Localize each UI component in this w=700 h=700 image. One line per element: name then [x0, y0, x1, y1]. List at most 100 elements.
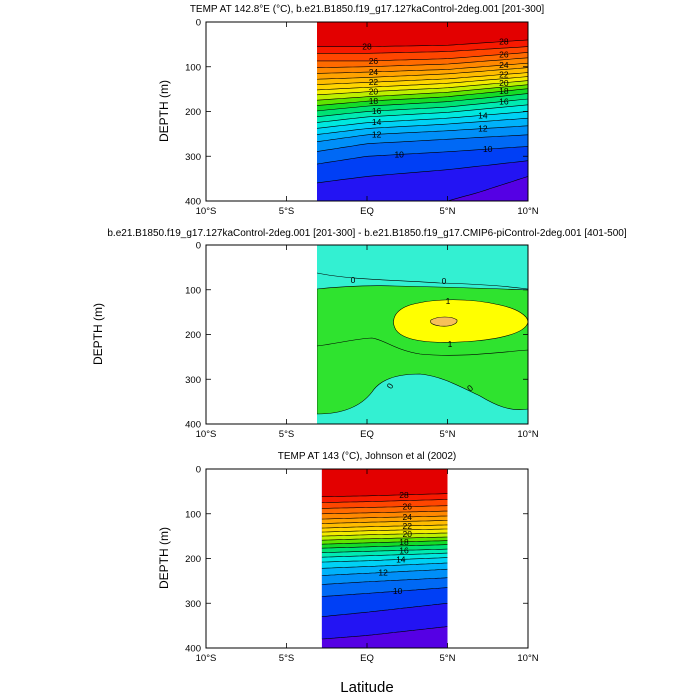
contour-line — [317, 80, 528, 96]
contour-line — [317, 72, 528, 85]
y-tick-label: 200 — [185, 330, 201, 341]
contour-line — [321, 587, 448, 597]
contour-band — [317, 111, 528, 135]
contour-line — [321, 544, 448, 549]
contour-line — [317, 160, 528, 184]
contour-line — [321, 493, 448, 497]
y-tick-label: 100 — [185, 509, 201, 520]
contour-line — [317, 146, 528, 165]
contour-band — [317, 39, 528, 54]
contour-label: 1 — [448, 339, 453, 349]
panel-3-title: TEMP AT 143 (°C), Johnson et al (2002) — [278, 451, 457, 462]
contour-label: 14 — [372, 117, 382, 127]
y-tick-label: 300 — [185, 599, 201, 610]
contour-line — [321, 505, 448, 509]
contour-line — [321, 528, 448, 533]
contour-band — [317, 125, 528, 152]
contour-line — [317, 117, 528, 135]
contour-line — [321, 515, 448, 520]
x-tick-label: 5°N — [440, 206, 456, 217]
contour-label: 24 — [369, 67, 379, 77]
contour-label: 18 — [499, 86, 509, 96]
x-tick-label: 10°S — [196, 653, 217, 664]
contour-label: 24 — [403, 512, 413, 522]
contour-band — [321, 516, 448, 524]
contour-band — [321, 529, 448, 537]
panel-1-axes: 10°S 5°S EQ 5°N 10°N 0 100 200 300 400 — [185, 18, 539, 218]
contour-label: 22 — [499, 69, 509, 79]
panel-2-contour-labels: 0 0 1 1 0 0 — [351, 275, 476, 393]
panel-3-axes: 10°S 5°S EQ 5°N 10°N 0 100 200 300 400 — [185, 465, 539, 665]
y-tick-label: 400 — [185, 644, 201, 655]
contour-band — [321, 544, 448, 553]
panel-3-ylabel: DEPTH (m) — [157, 527, 171, 589]
contour-label: 26 — [369, 56, 379, 66]
contour-label: 0 — [465, 382, 475, 393]
region-one-to-two — [393, 299, 528, 343]
x-tick-label: 5°S — [279, 429, 294, 440]
contour-band — [317, 118, 528, 142]
contour-line — [317, 67, 528, 80]
y-tick-label: 100 — [185, 285, 201, 296]
contour-line — [317, 111, 528, 129]
contour-line — [317, 52, 528, 62]
contour-label: 10 — [393, 586, 403, 596]
x-tick-label: 10°N — [517, 653, 538, 664]
contour-line — [317, 88, 528, 106]
panel-1-title: TEMP AT 142.8°E (°C), b.e21.B1850.f19_g1… — [190, 4, 545, 15]
contour-label: 10 — [483, 144, 493, 154]
contour-line — [321, 524, 448, 529]
x-tick-label: 5°S — [279, 653, 294, 664]
contour-label: 28 — [499, 37, 509, 47]
contour-line — [321, 520, 448, 524]
contour-line — [321, 557, 448, 563]
panel-2-ylabel: DEPTH (m) — [91, 303, 105, 365]
panel-2-title: b.e21.B1850.f19_g17.127kaControl-2deg.00… — [107, 228, 626, 239]
contour-line-zero — [317, 272, 528, 290]
contour-band — [321, 549, 448, 558]
contour-line — [317, 98, 528, 118]
contour-band — [317, 46, 528, 61]
contour-label: 12 — [478, 124, 488, 134]
contour-label: 28 — [362, 42, 372, 52]
y-tick-label: 100 — [185, 62, 201, 73]
contour-label: 12 — [378, 567, 388, 577]
contour-band — [321, 469, 448, 497]
contour-line — [317, 125, 528, 143]
y-tick-label: 0 — [196, 18, 201, 29]
region-above-two — [430, 316, 458, 327]
panel-1: 2826242220181614121028262422201816141210… — [157, 4, 544, 217]
contour-band — [317, 134, 528, 165]
contour-label: 1 — [446, 296, 451, 306]
contour-line-one-lower — [317, 337, 528, 356]
contour-label: 22 — [369, 77, 379, 87]
contour-band — [321, 577, 448, 597]
contour-band — [321, 533, 448, 541]
y-tick-label: 300 — [185, 375, 201, 386]
contour-band — [321, 537, 448, 545]
contour-band — [321, 563, 448, 576]
contour-line — [317, 57, 528, 68]
contour-label: 12 — [372, 129, 382, 139]
contour-label: 0 — [442, 276, 447, 286]
contour-line — [317, 76, 528, 91]
contour-band — [321, 553, 448, 563]
contour-line — [321, 603, 448, 617]
contour-line — [321, 532, 448, 537]
contour-label: 0 — [351, 275, 356, 285]
contour-line — [321, 577, 448, 585]
contour-line — [317, 93, 528, 112]
contour-label: 16 — [372, 106, 382, 116]
contour-band — [321, 603, 448, 639]
panel-1-contour-lines — [317, 39, 528, 201]
contour-line — [321, 562, 448, 569]
y-tick-label: 400 — [185, 197, 201, 208]
y-tick-label: 0 — [196, 241, 201, 252]
y-tick-label: 200 — [185, 554, 201, 565]
panel-2: 0 0 1 1 0 0 b.e21.B1850.f19_g17.127kaCon… — [91, 228, 627, 440]
contour-line — [317, 39, 528, 47]
contour-line — [317, 134, 528, 152]
